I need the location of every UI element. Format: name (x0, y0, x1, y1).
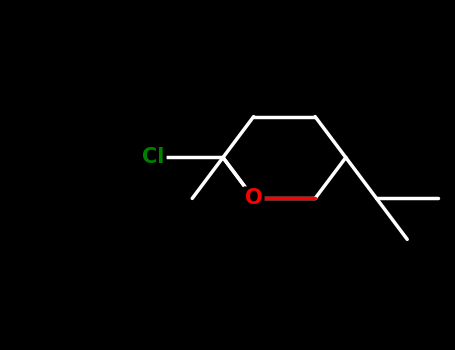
Text: O: O (245, 188, 263, 208)
Text: Cl: Cl (142, 147, 165, 168)
